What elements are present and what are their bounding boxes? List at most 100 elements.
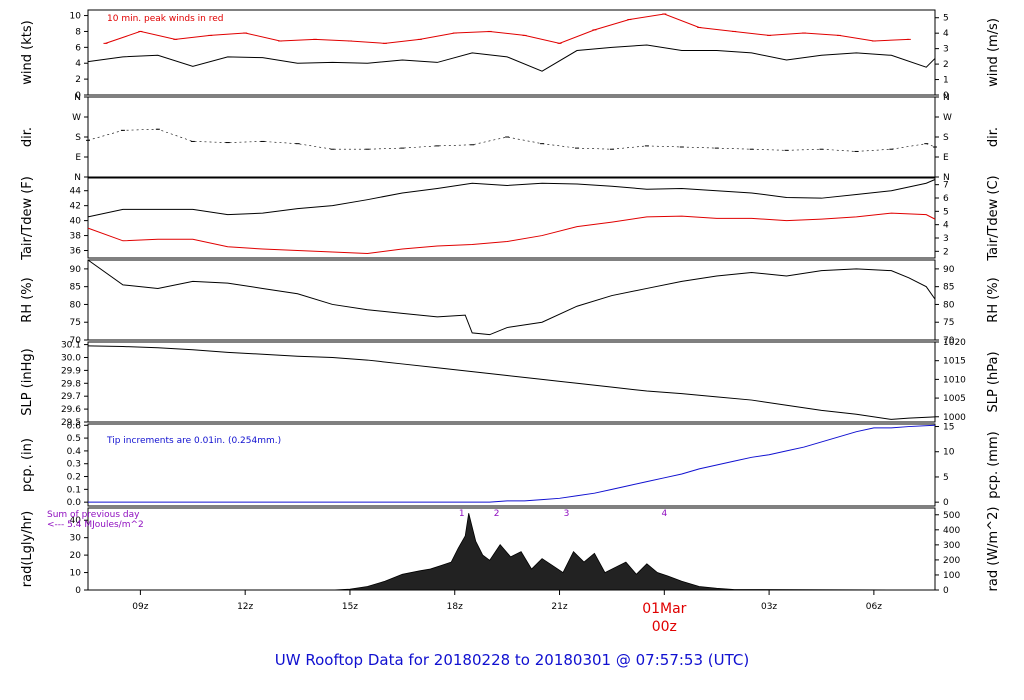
rh-right-tick-label: 85 [943,283,954,293]
wind-frame [87,9,936,96]
rh-ylabel-right: RH (%) [986,277,1001,322]
temp-right-tick-label: 2 [943,247,949,257]
wind-right-tick-label: 0 [943,91,949,101]
panel-pcp: 0.0 0.1 0.2 0.3 0.4 0.5 0.6 0 5 10 15 pcp. (in) pcp.… [20,421,1001,508]
footer-title: UW Rooftop Data for 20180228 to 20180301… [275,651,749,669]
dir-frame [87,96,936,178]
temp-left-tick-label: 42 [70,202,81,212]
x-tick-label: 06z [866,602,882,612]
rad-marker: 4 [661,509,667,519]
x-tick-label: 09z [132,602,148,612]
temp-ylabel-right: Tair/Tdew (C) [986,175,1001,261]
panel-slp: 29.5 29.6 29.7 29.8 29.9 30.0 30.1 1000 1005 1010… [20,338,1001,428]
dir-left-tick-label: S [75,133,81,143]
rh-ylabel-left: RH (%) [20,277,35,322]
rad-ylabel-left: rad(Lgly/hr) [20,511,35,587]
x-tick-label: 15z [342,602,358,612]
slp-right-tick-label: 1010 [943,375,966,385]
wind-left-tick-label: 8 [75,27,81,37]
temp-right-tick-label: 6 [943,194,949,204]
pcp-left-tick-label: 0.2 [67,473,81,483]
rad-left-tick-label: 20 [70,551,82,561]
dir-right-tick-label: E [943,153,949,163]
rad-marker: 2 [494,509,500,519]
pcp-right-tick-label: 15 [943,423,954,433]
wind-note: 10 min. peak winds in red [107,14,224,24]
wind-ylabel-left: wind (kts) [20,20,35,84]
slp-left-tick-label: 29.8 [61,379,81,389]
rad-marker: 3 [564,509,570,519]
rh-left-tick-label: 75 [70,318,81,328]
pcp-ylabel-right: pcp. (mm) [986,431,1001,498]
temp-series-1 [87,212,936,255]
temp-right-tick-label: 7 [943,181,949,191]
wind-ylabel-right: wind (m/s) [986,18,1001,87]
x-date-label: 01Mar [642,601,686,617]
pcp-left-tick-label: 0.1 [67,485,81,495]
rh-left-tick-label: 85 [70,283,81,293]
pcp-left-tick-label: 0.5 [67,434,81,444]
x-axis: 09z 12z 15z 18z 21z 03z 06z 01Mar 00z [132,590,882,635]
wind-left-tick-label: 2 [75,75,81,85]
x-tick-label: 12z [237,602,253,612]
pcp-right-tick-label: 0 [943,498,949,508]
x-tick-label: 03z [761,602,777,612]
panel-temp: 36 38 40 42 44 2 3 4 5 6 7 Tair/Tdew (F) Tair/Tdew (… [20,175,1001,261]
wind-left-tick-label: 10 [70,12,82,22]
slp-right-tick-label: 1000 [943,413,966,423]
rad-ylabel-right: rad (W/m^2) [986,507,1001,592]
rh-series-0 [87,259,936,336]
temp-left-tick-label: 38 [70,232,82,242]
slp-series-0 [87,345,936,420]
dir-right-tick-label: N [943,93,950,103]
rh-right-tick-label: 70 [943,336,955,346]
temp-right-tick-label: 4 [943,221,949,231]
dir-ylabel-left: dir. [20,127,35,147]
panel-rh: 70 75 80 85 90 70 75 80 85 90 RH (%) RH (%) [20,259,1001,346]
dir-left-tick-label: N [74,93,81,103]
pcp-right-tick-label: 5 [943,473,949,483]
rad-right-tick-label: 200 [943,556,960,566]
rh-right-tick-label: 75 [943,318,954,328]
temp-left-tick-label: 44 [70,187,82,197]
dir-right-tick-label: N [943,173,950,183]
rad-left-tick-label: 40 [70,516,82,526]
slp-right-tick-label: 1015 [943,357,966,367]
slp-right-tick-label: 1005 [943,394,966,404]
x-tick-label: 21z [551,602,567,612]
pcp-left-tick-label: 0.6 [67,421,82,431]
rad-left-tick-label: 30 [70,534,82,544]
rad-left-tick-label: 10 [70,569,82,579]
slp-ylabel-left: SLP (inHg) [20,348,35,416]
slp-right-tick-label: 1020 [943,338,966,348]
rh-left-tick-label: 80 [70,300,82,310]
rad-marker: 1 [459,509,465,519]
temp-right-tick-label: 3 [943,234,949,244]
rh-frame [87,259,936,341]
wind-left-tick-label: 4 [75,59,81,69]
rad-note-line2: <--- 5.4 MJoules/m^2 [47,520,144,530]
wind-right-tick-label: 1 [943,76,949,86]
wind-right-tick-label: 4 [943,29,949,39]
dir-left-tick-label: E [75,153,81,163]
slp-left-tick-label: 30.0 [61,353,81,363]
dir-ylabel-right: dir. [986,127,1001,147]
x-date-sub: 00z [652,619,677,635]
slp-left-tick-label: 29.9 [61,366,81,376]
rad-area [88,513,936,591]
rh-left-tick-label: 70 [70,336,82,346]
slp-frame [87,341,936,423]
slp-left-tick-label: 30.1 [61,341,81,351]
dir-right-tick-label: S [943,133,949,143]
rh-right-tick-label: 90 [943,265,955,275]
pcp-series-0 [88,424,936,503]
temp-right-tick-label: 5 [943,207,949,217]
x-tick-label: 18z [447,602,463,612]
wind-series-0 [87,44,936,72]
rad-right-tick-label: 0 [943,586,949,596]
panel-wind: 0 2 4 6 8 10 0 1 2 3 4 5 wind (kts) wind (m/s) 10 min.… [20,9,1001,101]
temp-left-tick-label: 40 [70,217,82,227]
